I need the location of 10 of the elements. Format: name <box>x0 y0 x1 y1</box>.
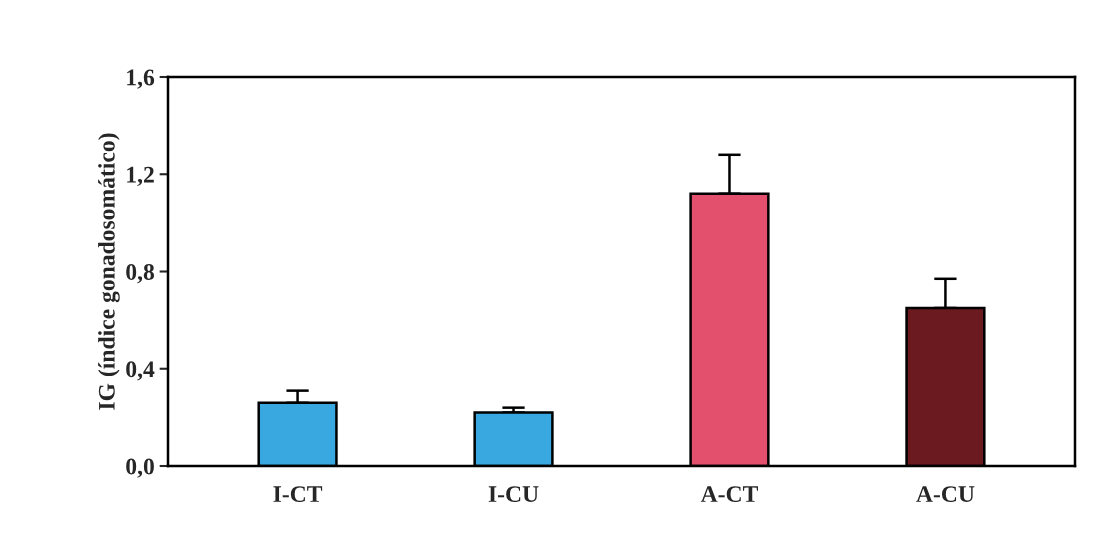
y-axis-title: IG (índice gonadosomático) <box>98 133 120 410</box>
y-tick-label: 1,2 <box>127 166 154 187</box>
y-tick-label: 0,8 <box>126 263 155 284</box>
x-tick-label: A-CU <box>916 486 975 503</box>
x-tick-label: A-CT <box>700 486 758 503</box>
y-tick-label: 1,6 <box>127 69 155 89</box>
x-tick-label: I-CT <box>273 486 323 503</box>
y-tick-label: 0,0 <box>126 458 154 478</box>
x-tick-label: I-CU <box>488 486 539 503</box>
y-tick-label: 0,4 <box>126 361 155 381</box>
